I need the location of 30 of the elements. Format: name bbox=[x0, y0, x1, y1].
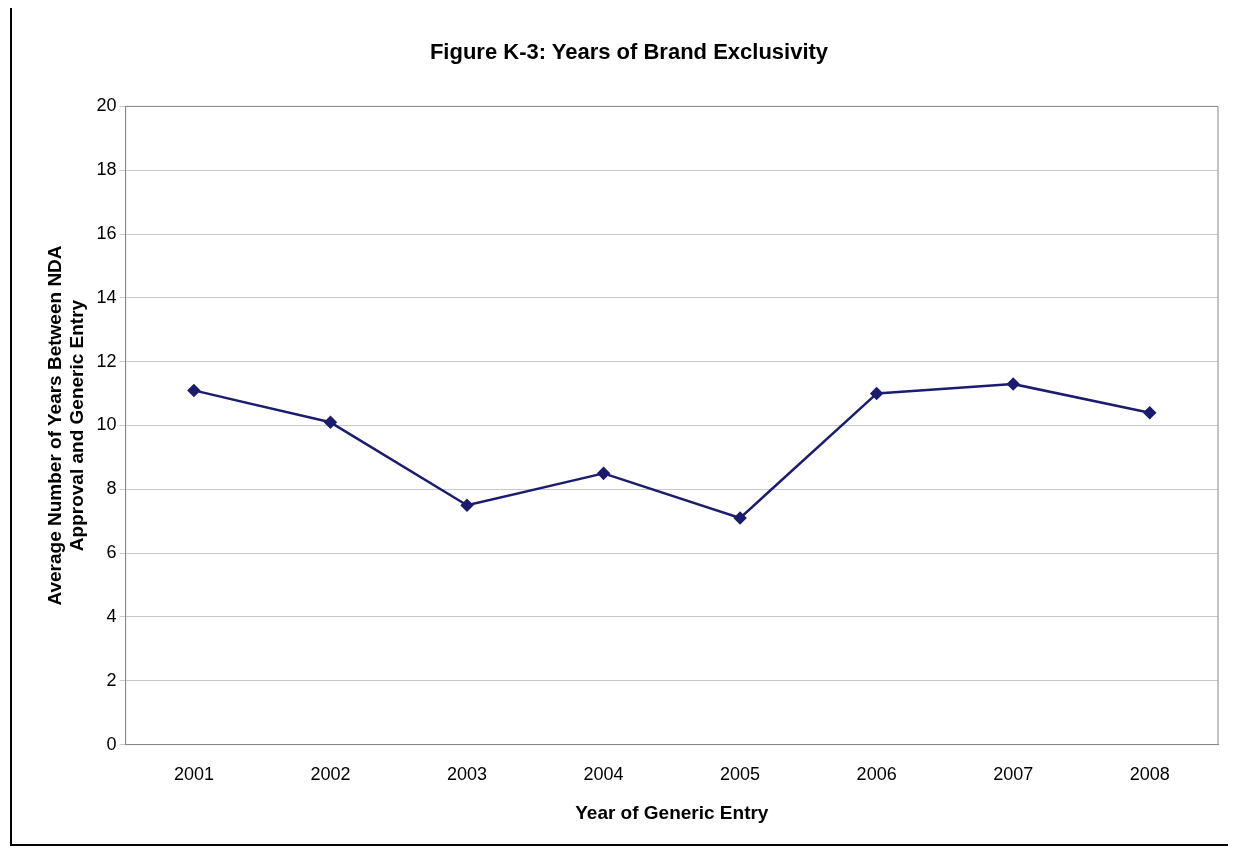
x-tick-label: 2003 bbox=[446, 764, 488, 785]
x-tick-label: 2002 bbox=[310, 764, 351, 785]
y-tick-label: 16 bbox=[96, 223, 117, 244]
x-tick-label: 2005 bbox=[720, 764, 761, 785]
x-axis-title: Year of Generic Entry bbox=[575, 801, 769, 823]
point bbox=[1143, 406, 1156, 419]
y-tick-label: 6 bbox=[106, 542, 117, 563]
chart-title: Figure K-3: Years of Brand Exclusivity bbox=[429, 39, 829, 65]
point bbox=[597, 467, 610, 480]
y-tick-label: 12 bbox=[96, 350, 117, 371]
x-tick-label: 2006 bbox=[856, 764, 897, 785]
x-tick-label: 2007 bbox=[993, 764, 1034, 785]
point bbox=[187, 384, 201, 397]
y-tick-label: 4 bbox=[106, 605, 117, 626]
y-tick-label: 20 bbox=[96, 95, 117, 116]
y-tick-label: 8 bbox=[106, 478, 117, 499]
y-axis-title: Average Number of Years Between NDA Approval and Generic Entry bbox=[43, 245, 88, 606]
y-tick-label: 10 bbox=[96, 414, 117, 435]
x-tick-label: 2004 bbox=[583, 764, 624, 785]
x-tick-label: 2001 bbox=[173, 764, 214, 785]
y-tick-label: 14 bbox=[96, 286, 117, 307]
point bbox=[324, 416, 337, 429]
point bbox=[460, 499, 474, 512]
y-tick-label: 0 bbox=[106, 733, 117, 754]
x-tick-label: 2008 bbox=[1129, 764, 1170, 785]
point bbox=[733, 511, 747, 525]
y-tick-label: 18 bbox=[96, 159, 117, 180]
point bbox=[870, 387, 883, 400]
point bbox=[1006, 377, 1020, 391]
y-tick-label: 2 bbox=[106, 669, 117, 690]
